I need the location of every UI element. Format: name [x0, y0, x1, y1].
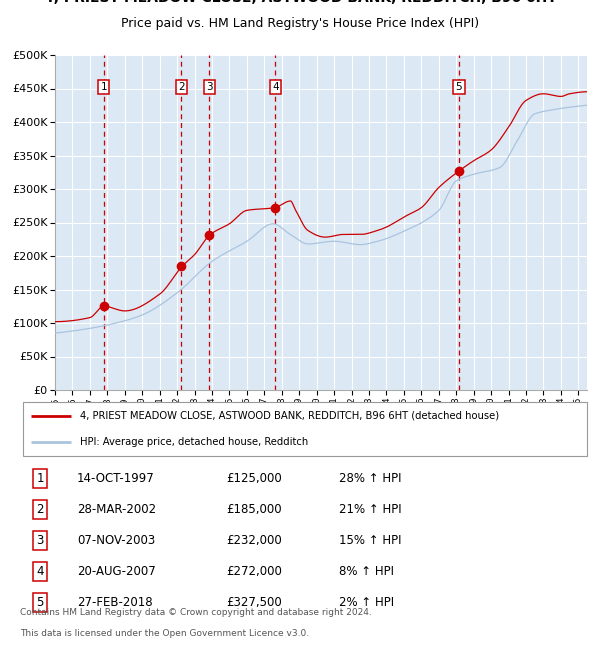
- Text: 4: 4: [36, 565, 44, 578]
- Text: £272,000: £272,000: [226, 565, 282, 578]
- Text: This data is licensed under the Open Government Licence v3.0.: This data is licensed under the Open Gov…: [20, 629, 309, 638]
- Text: 20-AUG-2007: 20-AUG-2007: [77, 565, 156, 578]
- Text: £185,000: £185,000: [227, 503, 282, 516]
- Text: 2: 2: [36, 503, 44, 516]
- Text: £327,500: £327,500: [226, 596, 282, 609]
- Text: Contains HM Land Registry data © Crown copyright and database right 2024.: Contains HM Land Registry data © Crown c…: [20, 608, 372, 617]
- Text: 2: 2: [178, 82, 185, 92]
- Text: 14-OCT-1997: 14-OCT-1997: [77, 472, 155, 485]
- Text: 28-MAR-2002: 28-MAR-2002: [77, 503, 156, 516]
- Text: 3: 3: [36, 534, 44, 547]
- Text: HPI: Average price, detached house, Redditch: HPI: Average price, detached house, Redd…: [80, 437, 308, 447]
- Text: 07-NOV-2003: 07-NOV-2003: [77, 534, 155, 547]
- Text: 3: 3: [206, 82, 212, 92]
- Text: Price paid vs. HM Land Registry's House Price Index (HPI): Price paid vs. HM Land Registry's House …: [121, 17, 479, 30]
- Text: 8% ↑ HPI: 8% ↑ HPI: [339, 565, 394, 578]
- Text: £232,000: £232,000: [226, 534, 282, 547]
- Text: 15% ↑ HPI: 15% ↑ HPI: [339, 534, 402, 547]
- Text: 1: 1: [36, 472, 44, 485]
- Text: 1: 1: [100, 82, 107, 92]
- FancyBboxPatch shape: [23, 402, 587, 456]
- Text: £125,000: £125,000: [226, 472, 282, 485]
- Text: 21% ↑ HPI: 21% ↑ HPI: [339, 503, 402, 516]
- Text: 4, PRIEST MEADOW CLOSE, ASTWOOD BANK, REDDITCH, B96 6HT: 4, PRIEST MEADOW CLOSE, ASTWOOD BANK, RE…: [44, 0, 556, 5]
- Text: 5: 5: [455, 82, 462, 92]
- Text: 2% ↑ HPI: 2% ↑ HPI: [339, 596, 394, 609]
- Text: 4, PRIEST MEADOW CLOSE, ASTWOOD BANK, REDDITCH, B96 6HT (detached house): 4, PRIEST MEADOW CLOSE, ASTWOOD BANK, RE…: [80, 411, 499, 421]
- Text: 4: 4: [272, 82, 279, 92]
- Text: 28% ↑ HPI: 28% ↑ HPI: [339, 472, 402, 485]
- Text: 27-FEB-2018: 27-FEB-2018: [77, 596, 152, 609]
- Text: 5: 5: [36, 596, 44, 609]
